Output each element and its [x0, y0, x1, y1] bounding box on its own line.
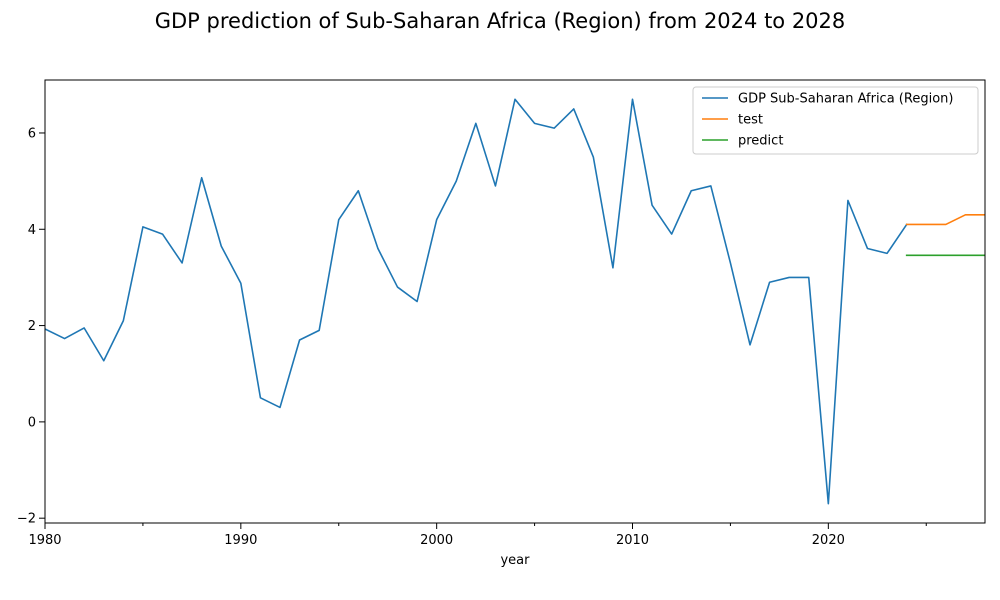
series-group: [45, 98, 985, 505]
legend-label-2: test: [738, 113, 763, 128]
x-tick-label: 2010: [616, 533, 649, 548]
series-line-2: [905, 214, 985, 226]
x-tick-label: 1980: [28, 533, 61, 548]
legend-label-3: predict: [738, 134, 783, 149]
y-tick-label: 6: [28, 126, 36, 141]
legend-box: [692, 86, 979, 155]
legend: GDP Sub-Saharan Africa (Region) test predi…: [692, 86, 979, 155]
axes: 1980 1990 2000 2010 2020 −2 0 2 4 6: [17, 79, 986, 548]
axes-frame: [44, 79, 986, 524]
y-tick-label: 4: [28, 223, 36, 238]
x-tick-label: 1990: [224, 533, 257, 548]
plot-area: [45, 98, 985, 505]
y-tick-label: 2: [28, 319, 36, 334]
y-tick-label: −2: [17, 512, 36, 527]
legend-label-1: GDP Sub-Saharan Africa (Region): [738, 92, 953, 107]
series-line-1: [45, 98, 908, 505]
x-axis-label: year: [500, 553, 530, 568]
y-tick-label: 0: [28, 415, 36, 430]
x-tick-label: 2000: [420, 533, 453, 548]
x-tick-label: 2020: [812, 533, 845, 548]
chart-title: GDP prediction of Sub-Saharan Africa (Re…: [155, 9, 846, 33]
